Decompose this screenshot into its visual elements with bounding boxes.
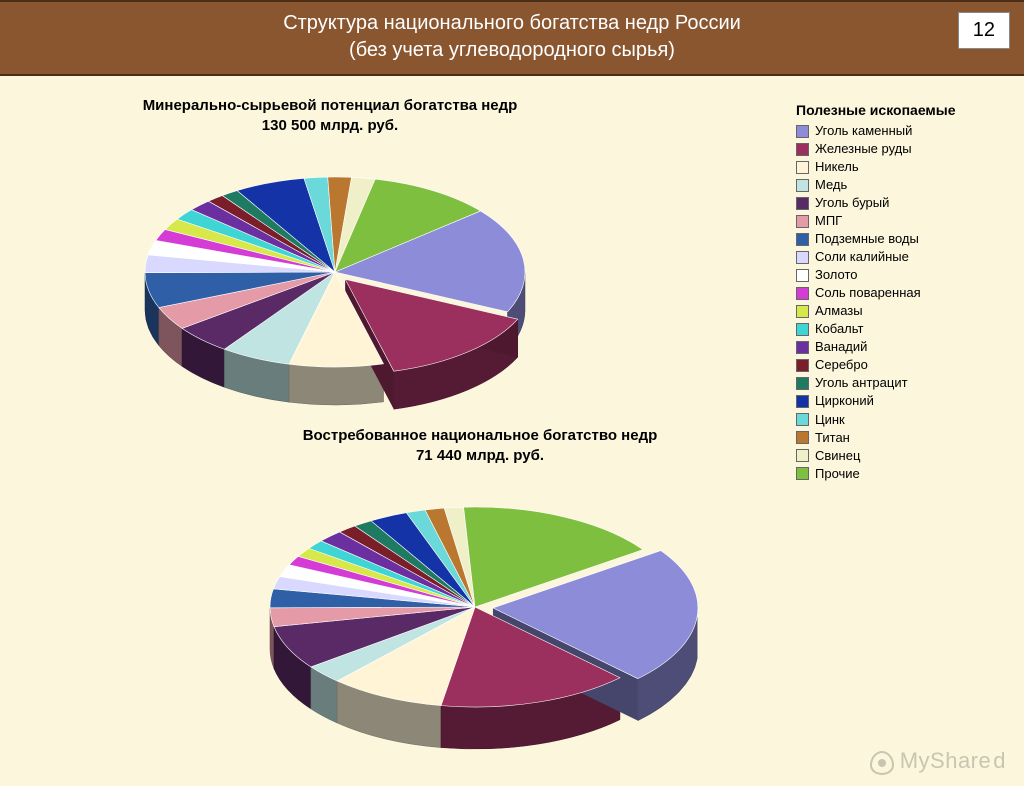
legend-label: Уголь каменный <box>815 124 912 138</box>
chart-potential-title: Минерально-сырьевой потенциал богатства … <box>70 96 590 137</box>
legend-item: Соль поваренная <box>796 286 996 300</box>
legend-swatch <box>796 215 809 228</box>
watermark: MyShared <box>870 748 1006 774</box>
legend-label: Медь <box>815 178 847 192</box>
legend-item: Цирконий <box>796 394 996 408</box>
legend-label: Серебро <box>815 358 868 372</box>
legend-item: Уголь антрацит <box>796 376 996 390</box>
legend-item: Уголь каменный <box>796 124 996 138</box>
legend-swatch <box>796 395 809 408</box>
legend-item: Уголь бурый <box>796 196 996 210</box>
chart1-title-line1: Минерально-сырьевой потенциал богатства … <box>143 97 518 114</box>
legend-item: Алмазы <box>796 304 996 318</box>
legend-swatch <box>796 305 809 318</box>
legend-swatch <box>796 125 809 138</box>
legend-label: Железные руды <box>815 142 912 156</box>
legend-label: Соль поваренная <box>815 286 921 300</box>
legend-label: Цирконий <box>815 394 874 408</box>
legend-label: Алмазы <box>815 304 863 318</box>
chart2-title-line2: 71 440 млрд. руб. <box>416 447 544 464</box>
legend-swatch <box>796 323 809 336</box>
legend-swatch <box>796 359 809 372</box>
legend-item: Подземные воды <box>796 232 996 246</box>
legend-item: Ванадий <box>796 340 996 354</box>
legend-swatch <box>796 377 809 390</box>
legend-item: Цинк <box>796 413 996 427</box>
chart-demanded-title: Востребованное национальное богатство не… <box>200 426 760 467</box>
pie-demanded <box>200 477 760 769</box>
header-title: Структура национального богатства недр Р… <box>0 10 1024 37</box>
watermark-text-right: d <box>993 748 1006 774</box>
legend-item: МПГ <box>796 214 996 228</box>
pie-potential <box>70 147 590 425</box>
legend-label: Цинк <box>815 413 845 427</box>
legend-label: Титан <box>815 431 850 445</box>
legend-item: Серебро <box>796 358 996 372</box>
chart-potential: Минерально-сырьевой потенциал богатства … <box>70 96 590 425</box>
legend-label: Кобальт <box>815 322 863 336</box>
legend-label: МПГ <box>815 214 842 228</box>
eye-icon <box>870 751 894 775</box>
chart-demanded: Востребованное национальное богатство не… <box>200 426 760 769</box>
legend-swatch <box>796 467 809 480</box>
legend-item: Железные руды <box>796 142 996 156</box>
chart1-title-line2: 130 500 млрд. руб. <box>262 117 398 134</box>
legend-item: Соли калийные <box>796 250 996 264</box>
legend-swatch <box>796 233 809 246</box>
legend-item: Золото <box>796 268 996 282</box>
header-subtitle: (без учета углеводородного сырья) <box>0 37 1024 64</box>
legend-label: Ванадий <box>815 340 867 354</box>
watermark-text-left: MyShare <box>900 748 992 774</box>
legend-swatch <box>796 431 809 444</box>
slide-number-badge: 12 <box>958 12 1010 49</box>
legend-label: Уголь бурый <box>815 196 889 210</box>
legend-label: Золото <box>815 268 858 282</box>
legend-item: Медь <box>796 178 996 192</box>
legend-item: Никель <box>796 160 996 174</box>
legend-swatch <box>796 179 809 192</box>
legend-swatch <box>796 269 809 282</box>
legend-swatch <box>796 449 809 462</box>
legend: Полезные ископаемые Уголь каменный Железн… <box>796 102 996 485</box>
legend-label: Соли калийные <box>815 250 909 264</box>
legend-label: Никель <box>815 160 859 174</box>
legend-item: Свинец <box>796 449 996 463</box>
legend-label: Подземные воды <box>815 232 919 246</box>
legend-label: Прочие <box>815 467 860 481</box>
legend-item: Титан <box>796 431 996 445</box>
legend-swatch <box>796 143 809 156</box>
legend-swatch <box>796 251 809 264</box>
legend-swatch <box>796 413 809 426</box>
chart2-title-line1: Востребованное национальное богатство не… <box>303 427 658 444</box>
legend-label: Уголь антрацит <box>815 376 908 390</box>
content-area: Минерально-сырьевой потенциал богатства … <box>0 76 1024 786</box>
legend-swatch <box>796 341 809 354</box>
legend-swatch <box>796 197 809 210</box>
legend-label: Свинец <box>815 449 860 463</box>
legend-title: Полезные ископаемые <box>796 102 996 118</box>
legend-item: Кобальт <box>796 322 996 336</box>
legend-swatch <box>796 161 809 174</box>
legend-item: Прочие <box>796 467 996 481</box>
legend-swatch <box>796 287 809 300</box>
header-bar: Структура национального богатства недр Р… <box>0 0 1024 76</box>
